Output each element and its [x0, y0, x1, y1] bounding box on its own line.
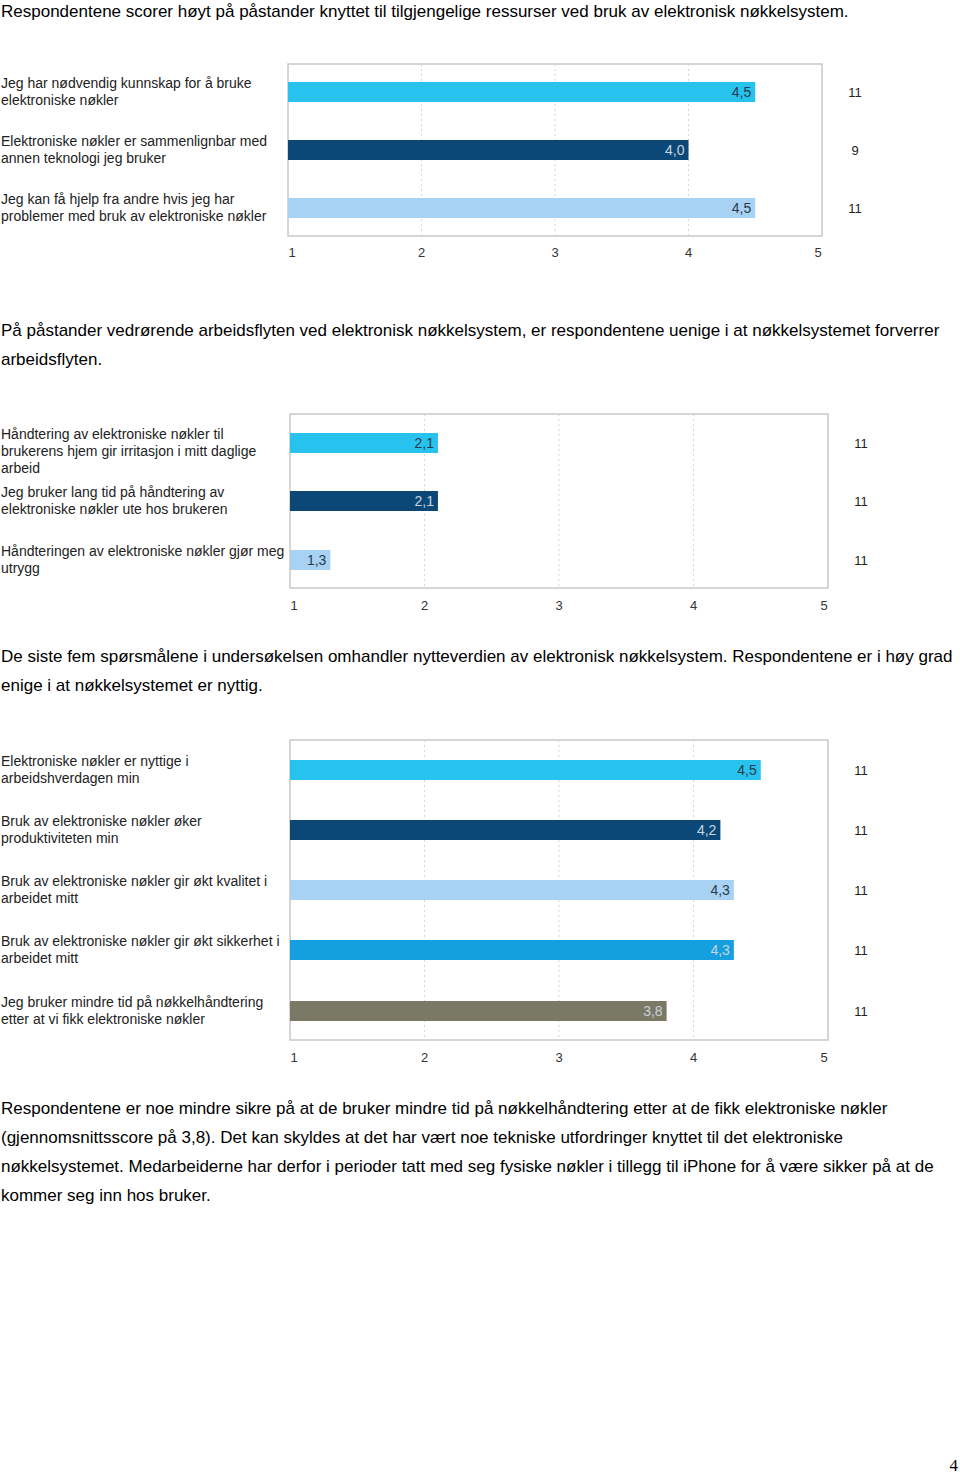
plot-frame — [290, 414, 828, 588]
paragraph: De siste fem spørsmålene i undersøkelsen… — [1, 642, 953, 700]
category-label: Elektroniske nøkler er sammenlignbar med… — [1, 133, 285, 167]
bar-chart: 1 2 3 4 5 4,5 11 4,2 11 4,3 11 4,3 11 3,8 11 — [290, 740, 868, 1065]
category-label: Bruk av elektroniske nøkler gir økt sikk… — [1, 933, 285, 967]
bar — [290, 880, 734, 900]
category-label: Håndteringen av elektroniske nøkler gjør… — [1, 543, 285, 577]
category-label: Jeg kan få hjelp fra andre hvis jeg har … — [1, 191, 285, 225]
page-number: 4 — [950, 1456, 959, 1476]
data-label: 3,8 — [643, 1003, 663, 1019]
data-label: 2,1 — [414, 493, 434, 509]
grid-line — [693, 414, 694, 588]
grid-line — [559, 414, 560, 588]
count-label: 11 — [854, 1004, 868, 1019]
bar — [290, 760, 761, 780]
count-label: 11 — [854, 823, 868, 838]
tick-label: 2 — [421, 1050, 428, 1065]
bar — [290, 820, 720, 840]
tick-label: 3 — [555, 1050, 562, 1065]
count-label: 11 — [848, 85, 862, 100]
tick-label: 3 — [551, 245, 558, 260]
plot-frame — [290, 740, 828, 1040]
category-label: Bruk av elektroniske nøkler øker produkt… — [1, 813, 285, 847]
data-label: 4,0 — [665, 142, 685, 158]
count-label: 11 — [854, 943, 868, 958]
bar — [288, 198, 755, 218]
bar — [290, 491, 438, 511]
count-label: 11 — [854, 883, 868, 898]
bar — [290, 550, 330, 570]
bar — [290, 940, 734, 960]
category-label: Jeg bruker mindre tid på nøkkelhåndterin… — [1, 994, 285, 1028]
paragraph: Respondentene er noe mindre sikre på at … — [1, 1094, 953, 1210]
category-label: Jeg bruker lang tid på håndtering av ele… — [1, 484, 285, 518]
data-label: 2,1 — [414, 435, 434, 451]
data-label: 4,5 — [737, 762, 757, 778]
count-label: 11 — [854, 553, 868, 568]
data-label: 4,3 — [710, 882, 730, 898]
bar-chart: 1 2 3 4 5 4,5 11 4,0 9 4,5 11 — [288, 64, 862, 260]
tick-label: 1 — [288, 245, 295, 260]
bar-chart: 1 2 3 4 5 2,1 11 2,1 11 1,3 11 — [290, 414, 868, 613]
category-label: Elektroniske nøkler er nyttige i arbeids… — [1, 753, 285, 787]
bar — [288, 140, 689, 160]
count-label: 11 — [854, 436, 868, 451]
tick-label: 3 — [555, 598, 562, 613]
paragraph: Respondentene scorer høyt på påstander k… — [1, 0, 953, 26]
count-label: 11 — [854, 494, 868, 509]
plot-frame — [288, 64, 822, 236]
count-label: 9 — [851, 143, 858, 158]
category-label: Jeg har nødvendig kunnskap for å bruke e… — [1, 75, 285, 109]
tick-label: 1 — [290, 1050, 297, 1065]
tick-label: 4 — [685, 245, 692, 260]
count-label: 11 — [848, 201, 862, 216]
bars — [290, 433, 438, 570]
tick-label: 1 — [290, 598, 297, 613]
bar — [290, 433, 438, 453]
tick-label: 5 — [814, 245, 821, 260]
tick-label: 4 — [690, 598, 697, 613]
bar — [288, 82, 755, 102]
category-label: Bruk av elektroniske nøkler gir økt kval… — [1, 873, 285, 907]
bar — [290, 1001, 667, 1021]
data-label: 4,5 — [732, 200, 752, 216]
tick-label: 5 — [820, 1050, 827, 1065]
tick-label: 5 — [820, 598, 827, 613]
count-label: 11 — [854, 763, 868, 778]
data-label: 1,3 — [307, 552, 327, 568]
bars — [290, 760, 761, 1021]
data-label: 4,2 — [697, 822, 717, 838]
data-label: 4,5 — [732, 84, 752, 100]
tick-label: 2 — [418, 245, 425, 260]
paragraph: På påstander vedrørende arbeidsflyten ve… — [1, 316, 953, 374]
bars — [288, 82, 755, 218]
tick-label: 2 — [421, 598, 428, 613]
tick-label: 4 — [690, 1050, 697, 1065]
category-label: Håndtering av elektroniske nøkler til br… — [1, 426, 285, 477]
data-label: 4,3 — [710, 942, 730, 958]
